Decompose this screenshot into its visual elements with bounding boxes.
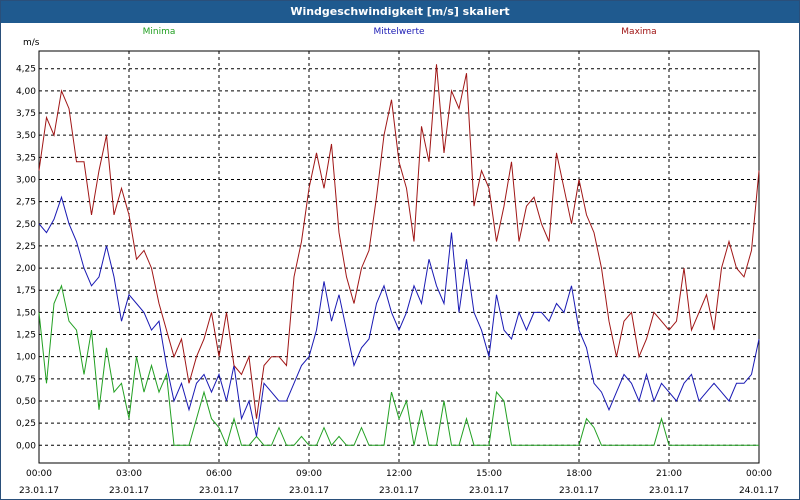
- y-tick-label: 1,25: [16, 331, 36, 341]
- x-tick-date: 23.01.17: [19, 486, 59, 496]
- y-tick-label: 3,25: [16, 153, 36, 163]
- x-tick-date: 23.01.17: [559, 486, 599, 496]
- y-tick-label: 0,75: [16, 375, 36, 385]
- y-axis-unit: m/s: [23, 38, 40, 48]
- x-tick-date: 23.01.17: [469, 486, 509, 496]
- x-tick-time: 03:00: [116, 469, 142, 479]
- x-tick-date: 23.01.17: [199, 486, 239, 496]
- y-tick-label: 1,75: [16, 286, 36, 296]
- x-tick-time: 09:00: [296, 469, 322, 479]
- y-tick-label: 4,25: [16, 65, 36, 75]
- x-tick-date: 23.01.17: [109, 486, 149, 496]
- legend-entry: Maxima: [621, 27, 656, 37]
- x-tick-date: 23.01.17: [379, 486, 419, 496]
- y-tick-label: 0,50: [16, 397, 36, 407]
- y-tick-label: 0,00: [16, 441, 36, 451]
- window-title: Windgeschwindigkeit [m/s] skaliert: [1, 1, 799, 23]
- y-tick-label: 3,50: [16, 131, 36, 141]
- legend-entry: Minima: [143, 27, 176, 37]
- x-axis-labels: 00:00 23.01.17 03:00 23.01.17 06:00 23.01.17 0…: [19, 469, 779, 496]
- y-tick-label: 3,00: [16, 175, 36, 185]
- x-tick-time: 15:00: [476, 469, 502, 479]
- series-line-maxima: [38, 64, 760, 419]
- x-tick-time: 21:00: [656, 469, 682, 479]
- y-tick-label: 2,75: [16, 198, 36, 208]
- series-lines: [38, 64, 760, 447]
- y-tick-label: 4,00: [16, 87, 36, 97]
- legend: Minima Mittelwerte Maxima: [143, 27, 657, 37]
- x-tick-time: 00:00: [746, 469, 772, 479]
- series-line-mittelwerte: [38, 195, 760, 437]
- y-tick-label: 3,75: [16, 109, 36, 119]
- x-tick-date: 23.01.17: [649, 486, 689, 496]
- x-tick-time: 12:00: [386, 469, 412, 479]
- y-tick-label: 2,00: [16, 264, 36, 274]
- x-tick-date: 24.01.17: [739, 486, 779, 496]
- y-tick-label: 1,50: [16, 308, 36, 318]
- y-tick-label: 2,25: [16, 242, 36, 252]
- y-tick-label: 1,00: [16, 353, 36, 363]
- y-axis-labels: 0,00 0,25 0,50 0,75 1,00 1,25 1,50 1,75 2,00 2,25…: [16, 65, 36, 452]
- x-tick-time: 06:00: [206, 469, 232, 479]
- legend-entry: Mittelwerte: [373, 27, 424, 37]
- series-line-minima: [38, 284, 759, 447]
- x-tick-time: 18:00: [566, 469, 592, 479]
- x-tick-date: 23.01.17: [289, 486, 329, 496]
- y-tick-label: 0,25: [16, 419, 36, 429]
- y-tick-label: 2,50: [16, 220, 36, 230]
- x-tick-time: 00:00: [26, 469, 52, 479]
- line-chart: 0,00 0,25 0,50 0,75 1,00 1,25 1,50 1,75 2,00 2,25…: [16, 27, 779, 496]
